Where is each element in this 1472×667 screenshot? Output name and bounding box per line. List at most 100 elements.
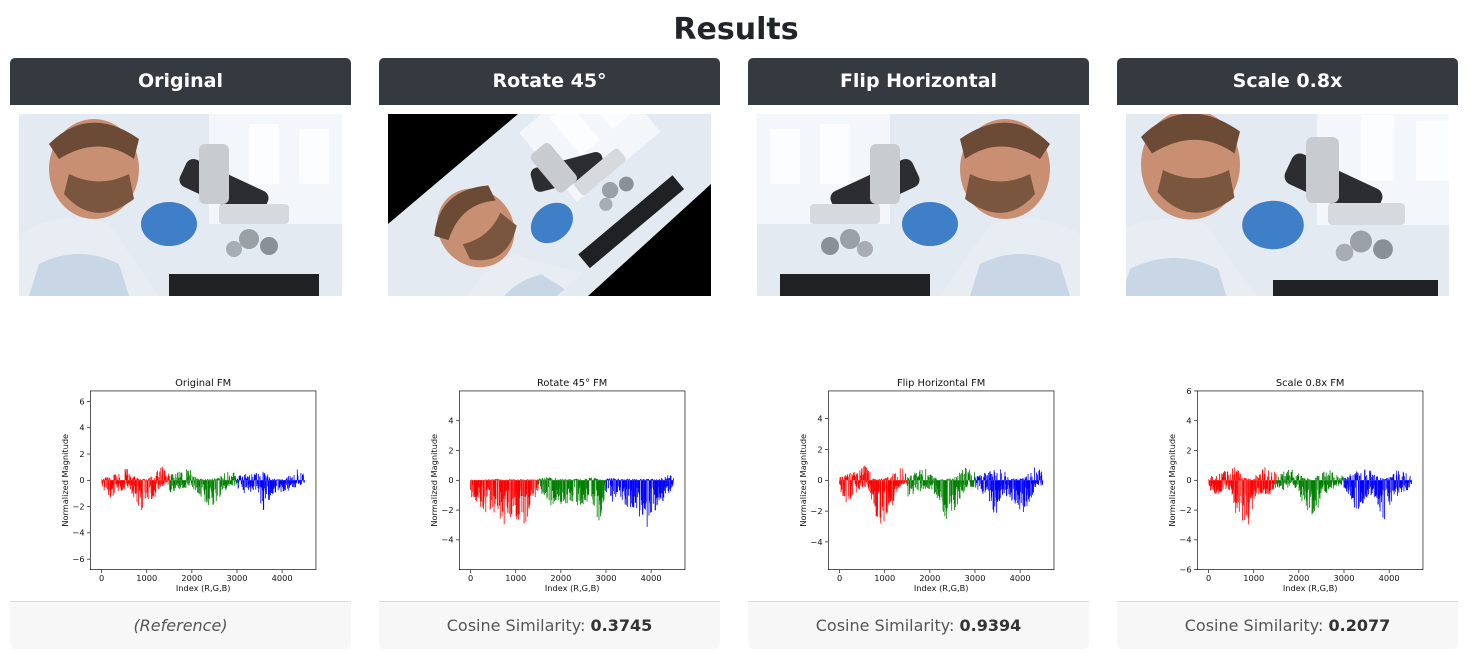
y-tick-label: 0 [1186,475,1191,485]
feature-magnitude-chart: Scale 0.8x FM 0 1000 2000 3000 4000 −6 −4 −2 0 2 4 6… [1117,316,1458,596]
x-axis-label: Index (R,G,B) [545,583,600,593]
result-image [388,114,711,296]
bar-series [236,469,305,510]
result-card: Flip Horizontal Flip Horizontal FM 0 1000 20… [748,58,1089,649]
x-tick-label: 1000 [136,573,157,583]
y-tick-label: −2 [810,506,822,516]
y-tick-label: −2 [1179,505,1191,515]
y-tick-label: 6 [79,396,84,406]
card-header: Original [10,58,351,105]
bar-series [1208,467,1277,525]
x-tick-label: 0 [99,573,104,583]
y-tick-label: 4 [1186,416,1191,426]
y-tick-label: 0 [817,475,822,485]
cosine-similarity-label: Cosine Similarity: [815,616,955,635]
y-axis-label: Normalized Magnitude [798,434,808,527]
y-tick-label: −6 [72,554,84,564]
y-tick-label: −2 [441,505,453,515]
x-tick-label: 4000 [1010,573,1031,583]
page-title: Results [673,12,799,47]
x-tick-label: 2000 [1288,573,1309,583]
x-tick-label: 2000 [919,573,940,583]
y-tick-label: 0 [448,475,453,485]
card-footer: Cosine Similarity: 0.3745 [379,601,720,649]
y-tick-label: −4 [441,535,453,545]
chart-title: Scale 0.8x FM [1276,378,1345,389]
card-header: Rotate 45° [379,58,720,105]
cosine-similarity-value: 0.2077 [1328,616,1391,635]
cosine-similarity-value: 0.3745 [590,616,653,635]
bar-series [168,469,238,506]
y-tick-label: 2 [817,444,822,454]
x-tick-label: 2000 [181,573,202,583]
x-tick-label: 1000 [1243,573,1264,583]
cosine-similarity-label: Cosine Similarity: [446,616,586,635]
x-tick-label: 0 [1206,573,1211,583]
y-axis-label: Normalized Magnitude [60,434,70,527]
photo-content [434,114,685,296]
x-tick-label: 3000 [596,573,617,583]
feature-magnitude-chart: Rotate 45° FM 0 1000 2000 3000 4000 −4 −2 0 2 4 Ind… [379,316,720,596]
x-axis-label: Index (R,G,B) [914,583,969,593]
rotation-fill [588,184,711,296]
y-tick-label: −2 [72,501,84,511]
result-card: Rotate 45° Rotate 45° FM 0 1000 2000 3000 4000… [379,58,720,649]
bar-series [605,475,674,527]
photo-content [19,114,342,296]
result-image [19,114,342,296]
card-footer: (Reference) [10,601,351,649]
card-header: Scale 0.8x [1117,58,1458,105]
result-card: Scale 0.8x Scale 0.8x FM 0 1000 2000 3000 4000… [1117,58,1458,649]
feature-magnitude-chart: Original FM 0 1000 2000 3000 4000 −6 −4 −2 0 2 4 6 In… [10,316,351,596]
y-tick-label: −4 [1179,535,1191,545]
card-header: Flip Horizontal [748,58,1089,105]
y-axis-label: Normalized Magnitude [429,434,439,527]
y-tick-label: 6 [1186,386,1191,396]
x-tick-label: 3000 [227,573,248,583]
photo-content [757,114,1080,296]
result-image [757,114,1080,296]
y-tick-label: −4 [72,528,84,538]
x-tick-label: 1000 [505,573,526,583]
chart-title: Original FM [175,378,231,389]
bar-series [470,478,539,525]
result-card: Original Original FM 0 1000 2000 3000 4000 −6 −4… [10,58,351,649]
bar-series [1343,469,1412,520]
result-image [1126,114,1449,296]
x-tick-label: 0 [468,573,473,583]
chart-title: Flip Horizontal FM [897,378,985,389]
x-tick-label: 4000 [641,573,662,583]
card-footer: Cosine Similarity: 0.9394 [748,601,1089,649]
x-tick-label: 0 [837,573,842,583]
y-tick-label: 4 [448,416,453,426]
card-footer: Cosine Similarity: 0.2077 [1117,601,1458,649]
x-tick-label: 3000 [965,573,986,583]
x-tick-label: 2000 [550,573,571,583]
y-tick-label: −6 [1179,565,1191,575]
bar-series [101,466,170,511]
x-tick-label: 4000 [272,573,293,583]
x-tick-label: 3000 [1334,573,1355,583]
cosine-similarity-label: Cosine Similarity: [1184,616,1324,635]
y-tick-label: 2 [79,449,84,459]
x-axis-label: Index (R,G,B) [176,583,231,593]
feature-magnitude-chart: Flip Horizontal FM 0 1000 2000 3000 4000 −4 −2 0… [748,316,1089,596]
reference-label: (Reference) [133,616,228,635]
photo-content [1126,114,1449,296]
bar-series [906,467,976,520]
y-tick-label: 4 [817,414,822,424]
cosine-similarity-value: 0.9394 [959,616,1022,635]
x-axis-label: Index (R,G,B) [1283,583,1338,593]
y-axis-label: Normalized Magnitude [1167,434,1177,527]
rotation-fill [388,114,518,224]
chart-title: Rotate 45° FM [537,378,607,389]
y-tick-label: −4 [810,537,822,547]
x-tick-label: 1000 [874,573,895,583]
y-tick-label: 4 [79,423,84,433]
y-tick-label: 0 [79,475,84,485]
y-tick-label: 2 [1186,445,1191,455]
x-tick-label: 4000 [1379,573,1400,583]
bar-series [1275,469,1345,515]
y-tick-label: 2 [448,445,453,455]
bar-series [537,477,607,521]
